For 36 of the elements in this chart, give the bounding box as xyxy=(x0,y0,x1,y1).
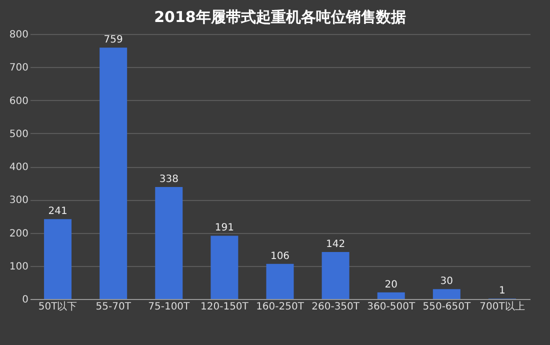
bar xyxy=(266,264,294,299)
x-tick-label: 160-250T xyxy=(256,302,305,312)
chart-title: 2018年履带式起重机各吨位销售数据 xyxy=(154,8,406,26)
x-tick-label: 360-500T xyxy=(367,302,416,312)
x-tick-label: 550-650T xyxy=(422,302,472,312)
y-tick-label: 500 xyxy=(9,128,28,140)
bar xyxy=(432,289,460,299)
data-label: 30 xyxy=(440,276,454,288)
bar xyxy=(100,48,128,299)
data-label: 338 xyxy=(159,174,178,186)
bar xyxy=(155,187,183,299)
y-tick-label: 100 xyxy=(9,261,28,272)
y-tick-label: 700 xyxy=(9,62,28,74)
data-label: 20 xyxy=(384,279,398,290)
bar xyxy=(44,219,72,299)
data-label: 1 xyxy=(499,286,506,297)
y-tick-label: 600 xyxy=(9,96,28,107)
data-label: 106 xyxy=(270,250,290,262)
data-label: 759 xyxy=(104,34,123,46)
x-tick-label: 55-70T xyxy=(96,302,132,312)
data-label: 142 xyxy=(326,238,346,250)
bar xyxy=(210,236,238,299)
bar xyxy=(377,292,405,299)
x-tick-label: 700T以上 xyxy=(480,300,525,312)
data-label: 191 xyxy=(214,222,234,234)
bar xyxy=(322,252,350,299)
y-tick-label: 300 xyxy=(9,195,28,206)
y-tick-label: 0 xyxy=(22,294,28,306)
y-tick-label: 400 xyxy=(9,162,28,173)
x-tick-label: 50T以下 xyxy=(38,300,78,312)
y-tick-label: 800 xyxy=(9,30,28,40)
x-tick-label: 75-100T xyxy=(148,302,191,312)
data-label: 241 xyxy=(48,206,68,218)
x-tick-label: 260-350T xyxy=(312,302,360,312)
x-tick-label: 120-150T xyxy=(200,302,250,312)
y-tick-label: 200 xyxy=(9,228,28,240)
